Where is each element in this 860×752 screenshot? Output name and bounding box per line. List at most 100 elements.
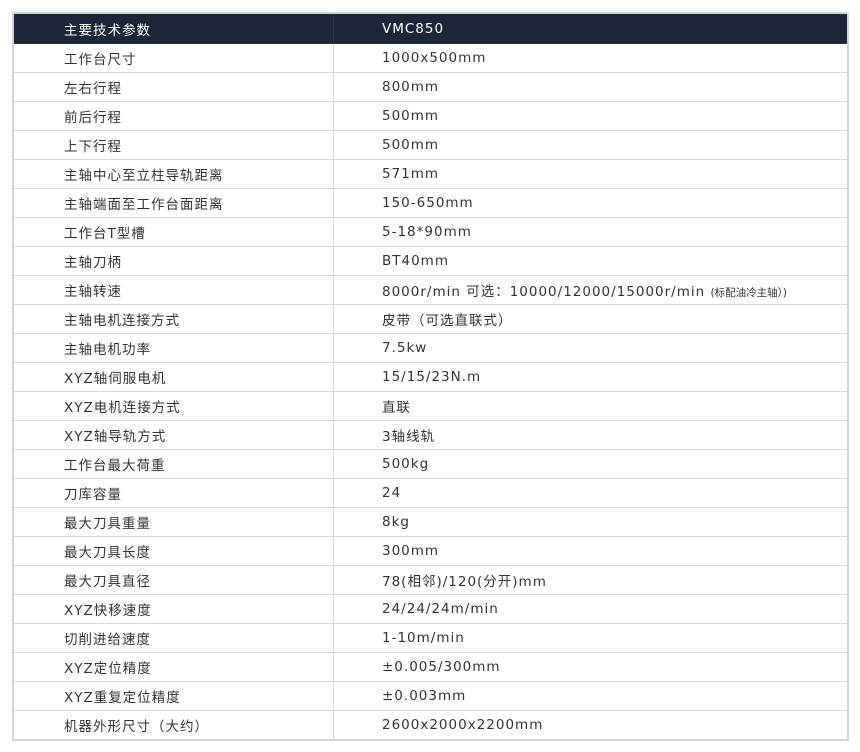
param-value: 1000x500mm: [333, 43, 849, 73]
param-name: XYZ定位精度: [12, 652, 334, 682]
param-value: 150-650mm: [333, 188, 849, 218]
param-value: 皮带（可选直联式）: [333, 304, 849, 334]
spec-table: 主要技术参数 VMC850 工作台尺寸 1000x500mm 左右行程 800mm 前后…: [12, 12, 849, 741]
value-text: 500mm: [382, 108, 440, 124]
table-row: XYZ快移速度 24/24/24m/min: [12, 594, 849, 624]
param-name: 左右行程: [12, 72, 334, 102]
table-row: XYZ定位精度 ±0.005/300mm: [12, 652, 849, 682]
value-text: 8000r/min 可选：10000/12000/15000r/min: [382, 284, 706, 300]
value-note: (标配油冷主轴）): [710, 287, 787, 299]
table-row: XYZ轴伺服电机 15/15/23N.m: [12, 362, 849, 392]
param-name: 刀库容量: [12, 478, 334, 508]
value-text: 8kg: [382, 514, 410, 530]
param-name: 主轴端面至工作台面距离: [12, 188, 334, 218]
value-text: 78(相邻)/120(分开)mm: [382, 574, 547, 590]
value-text: 1000x500mm: [382, 50, 487, 66]
param-value: 直联: [333, 391, 849, 421]
param-value: 8000r/min 可选：10000/12000/15000r/min (标配油…: [333, 275, 849, 305]
header-param: 主要技术参数: [12, 12, 334, 44]
value-text: ±0.005/300mm: [382, 659, 501, 675]
param-value: 78(相邻)/120(分开)mm: [333, 565, 849, 595]
value-text: 24: [382, 485, 402, 501]
param-name: XYZ快移速度: [12, 594, 334, 624]
table-row: 刀库容量 24: [12, 478, 849, 508]
table-row: 机器外形尺寸（大约） 2600x2000x2200mm: [12, 710, 849, 741]
param-value: 500mm: [333, 130, 849, 160]
param-name: 主轴中心至立柱导轨距离: [12, 159, 334, 189]
value-text: 24/24/24m/min: [382, 601, 499, 617]
param-name: 机器外形尺寸（大约）: [12, 710, 334, 741]
value-text: 直联: [382, 400, 411, 416]
table-row: 工作台T型槽 5-18*90mm: [12, 217, 849, 247]
value-text: 2600x2000x2200mm: [382, 717, 544, 733]
param-name: 切削进给速度: [12, 623, 334, 653]
param-value: 1-10m/min: [333, 623, 849, 653]
table-row: 主轴端面至工作台面距离 150-650mm: [12, 188, 849, 218]
value-text: 3轴线轨: [382, 429, 436, 445]
table-row: 最大刀具长度 300mm: [12, 536, 849, 566]
table-row: 最大刀具直径 78(相邻)/120(分开)mm: [12, 565, 849, 595]
value-text: 150-650mm: [382, 195, 474, 211]
table-row: 切削进给速度 1-10m/min: [12, 623, 849, 653]
param-value: 7.5kw: [333, 333, 849, 363]
table-row: 主轴电机功率 7.5kw: [12, 333, 849, 363]
table-row: 左右行程 800mm: [12, 72, 849, 102]
param-value: 3轴线轨: [333, 420, 849, 450]
param-name: 最大刀具长度: [12, 536, 334, 566]
param-value: 24: [333, 478, 849, 508]
param-value: ±0.003mm: [333, 681, 849, 711]
param-value: 15/15/23N.m: [333, 362, 849, 392]
value-text: BT40mm: [382, 253, 449, 269]
param-name: 上下行程: [12, 130, 334, 160]
param-value: 800mm: [333, 72, 849, 102]
param-value: BT40mm: [333, 246, 849, 276]
value-text: ±0.003mm: [382, 688, 467, 704]
table-row: 工作台最大荷重 500kg: [12, 449, 849, 479]
table-row: 主轴刀柄 BT40mm: [12, 246, 849, 276]
param-value: 300mm: [333, 536, 849, 566]
param-value: ±0.005/300mm: [333, 652, 849, 682]
param-name: 主轴刀柄: [12, 246, 334, 276]
value-text: 皮带（可选直联式）: [382, 313, 513, 329]
param-name: 工作台最大荷重: [12, 449, 334, 479]
table-row: XYZ电机连接方式 直联: [12, 391, 849, 421]
value-text: 300mm: [382, 543, 440, 559]
table-row: 上下行程 500mm: [12, 130, 849, 160]
param-name: 最大刀具重量: [12, 507, 334, 537]
value-text: 500mm: [382, 137, 440, 153]
param-name: 主轴电机连接方式: [12, 304, 334, 334]
param-value: 571mm: [333, 159, 849, 189]
param-value: 500mm: [333, 101, 849, 131]
param-name: 最大刀具直径: [12, 565, 334, 595]
param-name: XYZ重复定位精度: [12, 681, 334, 711]
table-row: XYZ重复定位精度 ±0.003mm: [12, 681, 849, 711]
value-text: 15/15/23N.m: [382, 369, 482, 385]
table-row: 主轴电机连接方式 皮带（可选直联式）: [12, 304, 849, 334]
value-text: 500kg: [382, 456, 430, 472]
value-text: 1-10m/min: [382, 630, 465, 646]
param-name: 主轴电机功率: [12, 333, 334, 363]
param-name: XYZ电机连接方式: [12, 391, 334, 421]
table-row: 工作台尺寸 1000x500mm: [12, 43, 849, 73]
param-value: 8kg: [333, 507, 849, 537]
header-model: VMC850: [333, 12, 849, 44]
param-name: 工作台T型槽: [12, 217, 334, 247]
value-text: 800mm: [382, 79, 440, 95]
table-header: 主要技术参数 VMC850: [12, 12, 849, 44]
param-value: 2600x2000x2200mm: [333, 710, 849, 741]
param-name: XYZ轴伺服电机: [12, 362, 334, 392]
table-row: 主轴中心至立柱导轨距离 571mm: [12, 159, 849, 189]
param-name: 主轴转速: [12, 275, 334, 305]
param-name: 前后行程: [12, 101, 334, 131]
param-value: 5-18*90mm: [333, 217, 849, 247]
value-text: 571mm: [382, 166, 440, 182]
table-row: 主轴转速 8000r/min 可选：10000/12000/15000r/min …: [12, 275, 849, 305]
table-row: 前后行程 500mm: [12, 101, 849, 131]
table-row: 最大刀具重量 8kg: [12, 507, 849, 537]
param-value: 500kg: [333, 449, 849, 479]
param-name: 工作台尺寸: [12, 43, 334, 73]
param-value: 24/24/24m/min: [333, 594, 849, 624]
value-text: 5-18*90mm: [382, 224, 472, 240]
value-text: 7.5kw: [382, 340, 428, 356]
param-name: XYZ轴导轨方式: [12, 420, 334, 450]
